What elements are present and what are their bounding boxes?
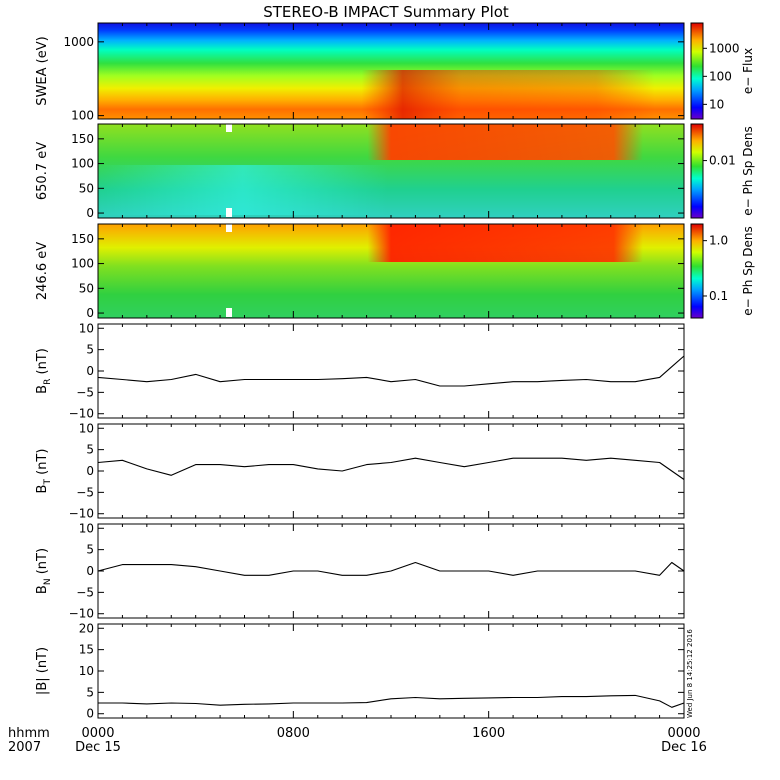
pad650-spectrogram (98, 124, 684, 218)
footer-hhmm: hhmm (8, 726, 50, 741)
svg-text:BN (nT): BN (nT) (35, 548, 53, 594)
panel-frame (97, 323, 685, 419)
y-axis-label: BR (nT) (35, 348, 53, 394)
y-axis-label: BT (nT) (35, 449, 53, 494)
y-axis-label: SWEA (eV) (35, 36, 50, 105)
colorbar-tick-label: 0.01 (709, 154, 736, 168)
svg-text:BR (nT): BR (nT) (35, 348, 53, 394)
y-tick-label: 5 (86, 343, 94, 357)
y-tick-label: 100 (71, 257, 94, 271)
y-tick-label: 100 (71, 157, 94, 171)
y-tick-label: 0 (86, 707, 94, 721)
y-tick-label: 0 (86, 306, 94, 320)
y-tick-label: 10 (79, 521, 94, 535)
y-axis-label: BN (nT) (35, 548, 53, 594)
x-date-label: Dec 16 (661, 740, 707, 755)
series-layer (97, 355, 685, 708)
series-line (98, 694, 685, 708)
x-date-label: Dec 15 (75, 740, 121, 755)
y-tick-label: −5 (76, 385, 94, 399)
colorbar-pad246 (690, 223, 704, 319)
colorbar-tick-label: 0.1 (709, 289, 728, 303)
y-tick-label: −5 (76, 485, 94, 499)
svg-text:650.7 eV: 650.7 eV (35, 142, 50, 200)
y-axis-label: |B| (nT) (35, 647, 50, 695)
y-tick-label: 50 (79, 181, 94, 195)
svg-text:SWEA (eV): SWEA (eV) (35, 36, 50, 105)
y-tick-label: 20 (79, 621, 94, 635)
heatmap-fills (98, 23, 684, 318)
panel-frame (97, 623, 685, 719)
colorbar-tick-label: 10 (709, 97, 724, 111)
colorbars (690, 22, 704, 319)
y-tick-label: −5 (76, 585, 94, 599)
footer-year: 2007 (8, 740, 41, 755)
series-line (97, 355, 685, 387)
x-tick-label: 0000 (81, 726, 114, 741)
colorbar-tick-label: 100 (709, 69, 732, 83)
y-tick-label: 10 (79, 421, 94, 435)
x-tick-label: 1600 (472, 726, 505, 741)
svg-text:246.6 eV: 246.6 eV (35, 242, 50, 300)
svg-text:|B| (nT): |B| (nT) (35, 647, 50, 695)
y-tick-label: 10 (79, 321, 94, 335)
colorbar-label: e− Flux (741, 48, 755, 94)
x-tick-label: 0000 (667, 726, 700, 741)
y-tick-label: 0 (86, 564, 94, 578)
y-tick-label: 15 (79, 643, 94, 657)
pad246-spectrogram (98, 224, 684, 318)
colorbar-label: e− Ph Sp Dens (741, 226, 755, 315)
y-tick-label: −10 (69, 607, 94, 621)
y-tick-label: −10 (69, 507, 94, 521)
colorbar-tick-label: 1000 (709, 41, 740, 55)
colorbar-label: e− Ph Sp Dens (741, 126, 755, 215)
timestamp-stamp: Wed Jun 8 14:25:12 2016 (686, 629, 694, 718)
y-tick-label: 0 (86, 364, 94, 378)
svg-text:BT (nT): BT (nT) (35, 449, 53, 494)
colorbar-pad650 (690, 123, 704, 219)
colorbar-labels-layer: 10 100 1000 e− Flux 0.01 e− Ph Sp Dens 0.1 1.0 e… (703, 41, 755, 316)
swea-spectrogram (98, 23, 684, 119)
y-tick-label: 1000 (63, 35, 94, 49)
y-tick-label: 5 (86, 543, 94, 557)
plot-title: STEREO-B IMPACT Summary Plot (263, 3, 509, 21)
y-axis-label: 650.7 eV (35, 142, 50, 200)
y-tick-label: 5 (86, 685, 94, 699)
y-tick-label: 100 (71, 109, 94, 123)
y-tick-label: 5 (86, 443, 94, 457)
colorbar-tick-label: 1.0 (709, 234, 728, 248)
y-tick-label: 10 (79, 664, 94, 678)
panel-frame (97, 423, 685, 519)
x-tick-label: 0800 (277, 726, 310, 741)
y-tick-label: 150 (71, 232, 94, 246)
y-tick-label: 0 (86, 206, 94, 220)
y-axis-label: 246.6 eV (35, 242, 50, 300)
y-tick-label: 0 (86, 464, 94, 478)
y-tick-label: 50 (79, 281, 94, 295)
series-line (97, 457, 685, 480)
colorbar-swea (690, 22, 704, 120)
y-tick-label: −10 (69, 407, 94, 421)
y-tick-label: 150 (71, 132, 94, 146)
series-line (97, 561, 685, 576)
